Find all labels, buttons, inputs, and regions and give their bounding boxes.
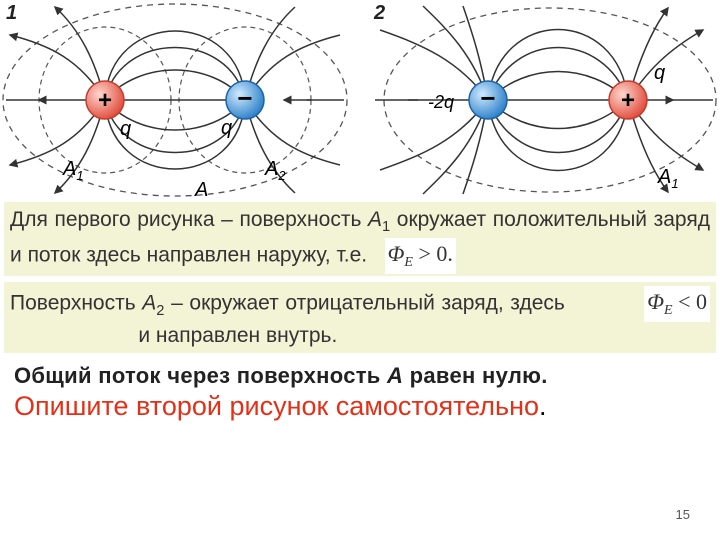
figure-2-number: 2 [374,2,385,25]
slide: 1 [0,0,720,540]
dipole-diagram-1: + − q q A1 A2 A [0,0,350,198]
a1-sub-2: 1 [671,176,678,191]
figure-1-number: 1 [6,2,17,25]
figure-1: 1 [0,0,350,198]
a1-label-2: A [657,166,671,188]
plus-label-1: + [98,87,112,114]
paragraph-2: Поверхность А2 – окружает отрицательный … [4,282,716,352]
page-number: 15 [676,507,690,522]
bold-a: Общий поток через поверхность [14,363,387,388]
bold-b: равен нулю. [403,363,547,388]
a1-sub-1: 1 [76,168,83,183]
q-left-1: q [120,118,131,140]
red-text: Опишите второй рисунок самостоятельно [14,391,539,421]
p2-c: и направлен внутрь. [10,324,337,347]
minus-label-1: − [237,83,252,113]
formula-phi-gt-0: ΦE > 0. [385,238,456,274]
red-period: . [539,391,547,421]
p2-b: – окружает отрицательный заряд, здесь [164,292,571,315]
p1-a: Для первого рисунка – поверхность [10,208,368,231]
minus-label-2: − [480,83,495,113]
bold-A: А [387,363,403,388]
p2-A: А [142,292,156,315]
formula-phi-lt-0: ΦE < 0 [644,286,710,322]
a-label-1: A [194,179,208,198]
p1-A: А [368,208,382,231]
a1-label-1: A [62,158,76,180]
q-right-2: q [654,62,665,84]
plus-label-2: + [621,87,635,114]
red-line: Опишите второй рисунок самостоятельно. [14,391,706,422]
paragraph-1: Для первого рисунка – поверхность А1 окр… [4,202,716,276]
a2-label-1: A [264,158,278,180]
a2-sub-1: 2 [277,168,286,183]
dipole-diagram-2: − + -2q q A1 [368,0,718,198]
q-right-1: q [221,117,232,139]
svg-text:A2: A2 [264,158,286,183]
svg-text:A1: A1 [657,166,679,191]
bold-line: Общий поток через поверхность А равен ну… [14,363,706,389]
minus2q-label: -2q [428,92,454,112]
p1-sub1: 1 [382,219,390,235]
figure-2: 2 [368,0,718,198]
figures-row: 1 [0,0,720,200]
p2-a: Поверхность [10,292,142,315]
